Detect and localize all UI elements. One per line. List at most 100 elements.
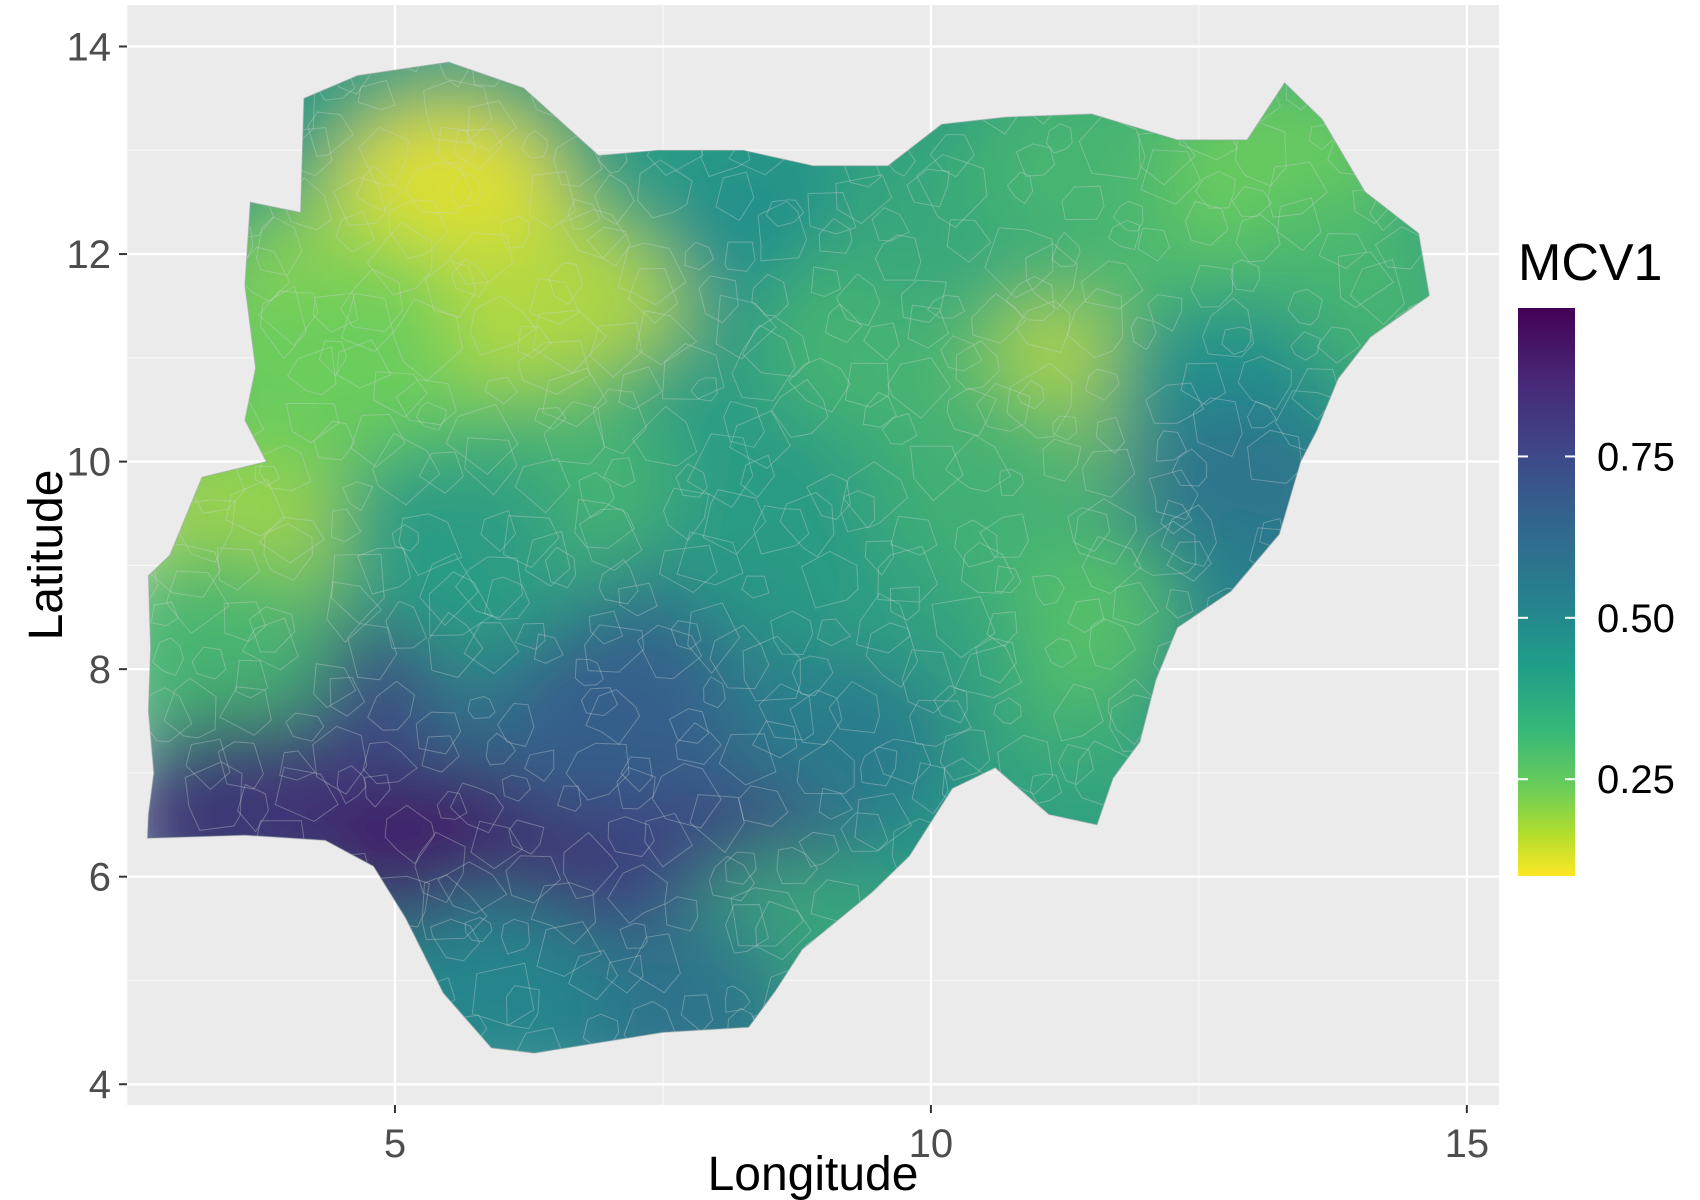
district-boundary <box>598 559 639 605</box>
district-boundary <box>505 855 562 904</box>
district-boundary <box>415 401 447 431</box>
district-boundary <box>791 655 834 697</box>
district-boundary <box>818 217 853 254</box>
district-boundary <box>1108 219 1141 251</box>
district-boundary <box>470 820 524 870</box>
district-boundary <box>976 382 1031 432</box>
district-boundary <box>219 686 272 736</box>
district-boundary <box>340 292 394 353</box>
district-boundary <box>916 153 988 229</box>
district-boundary <box>285 402 340 444</box>
district-boundary <box>532 309 608 374</box>
district-boundary <box>580 687 619 717</box>
district-boundary <box>1316 326 1362 364</box>
district-boundary <box>399 62 423 73</box>
district-boundary <box>770 610 814 656</box>
district-boundary <box>955 340 1000 391</box>
district-boundary <box>191 646 227 680</box>
district-boundary <box>993 697 1022 725</box>
district-boundary <box>1147 293 1183 332</box>
district-boundary <box>364 774 391 808</box>
district-boundary <box>467 100 517 152</box>
district-boundary <box>449 171 481 208</box>
district-boundary <box>1085 368 1120 402</box>
district-boundary <box>217 741 264 790</box>
district-boundary <box>279 750 316 781</box>
district-boundary <box>524 749 555 782</box>
district-boundary <box>585 689 641 745</box>
district-boundary <box>286 346 337 396</box>
district-boundary <box>533 633 564 664</box>
district-boundary <box>636 159 693 219</box>
district-boundary <box>1140 149 1202 205</box>
district-boundary <box>165 570 230 634</box>
district-boundary <box>661 343 725 400</box>
district-boundary <box>502 515 560 569</box>
district-boundary <box>994 565 1022 594</box>
district-boundary <box>559 208 626 259</box>
district-boundary <box>881 412 918 445</box>
district-boundary <box>419 552 479 627</box>
district-boundary <box>1029 773 1063 804</box>
legend-title: MCV1 <box>1518 234 1662 292</box>
district-boundary <box>757 200 808 262</box>
district-boundary <box>524 530 571 587</box>
district-boundary <box>755 900 812 961</box>
district-boundary <box>586 226 631 267</box>
district-boundary <box>1145 382 1205 424</box>
district-boundary <box>339 268 404 333</box>
district-boundary <box>388 199 449 260</box>
district-boundary <box>1005 276 1055 322</box>
district-boundary <box>690 377 718 402</box>
district-boundary <box>467 695 496 720</box>
district-boundary <box>752 505 810 555</box>
district-boundary <box>1290 331 1321 361</box>
legend-tick-label: 0.75 <box>1597 435 1675 479</box>
district-boundary <box>1025 243 1078 310</box>
district-boundary <box>874 234 922 281</box>
district-boundary <box>568 949 619 1001</box>
district-boundary <box>355 165 403 212</box>
district-boundary <box>709 624 770 690</box>
district-boundary <box>528 277 581 325</box>
legend-tick-label: 0.50 <box>1597 597 1675 641</box>
district-boundary <box>828 680 881 734</box>
district-boundary <box>1148 469 1199 521</box>
district-boundary <box>730 887 804 947</box>
district-boundary <box>392 298 463 382</box>
district-boundary <box>556 785 582 812</box>
district-boundary <box>1031 574 1065 606</box>
district-boundary <box>485 732 517 766</box>
district-boundary <box>911 762 949 815</box>
district-boundary <box>548 262 584 305</box>
district-boundary <box>724 904 769 954</box>
district-boundary <box>449 232 513 285</box>
region-patch <box>553 911 794 1054</box>
district-boundary <box>632 405 698 467</box>
district-boundary <box>1318 233 1368 270</box>
district-boundary <box>715 294 777 360</box>
district-boundary <box>835 273 881 327</box>
district-boundary <box>1130 316 1157 351</box>
district-boundary <box>1015 143 1056 177</box>
district-boundary <box>1201 297 1255 358</box>
district-boundary <box>635 310 698 366</box>
district-boundary <box>1074 498 1137 565</box>
district-boundary <box>497 702 535 747</box>
district-boundary <box>723 400 766 448</box>
district-boundary <box>544 546 577 589</box>
district-boundary <box>729 410 791 470</box>
y-axis-title: Latitude <box>20 470 73 641</box>
legend-tick-label: 0.25 <box>1597 758 1675 802</box>
district-boundary <box>1246 429 1303 484</box>
district-boundary <box>514 458 571 514</box>
district-boundary <box>1107 678 1156 746</box>
district-boundary <box>437 62 469 88</box>
district-boundary <box>865 622 919 689</box>
district-boundary <box>1277 197 1322 251</box>
district-boundary <box>428 571 493 637</box>
district-boundary <box>258 516 325 564</box>
district-boundary <box>463 622 520 675</box>
district-boundary <box>770 378 829 438</box>
